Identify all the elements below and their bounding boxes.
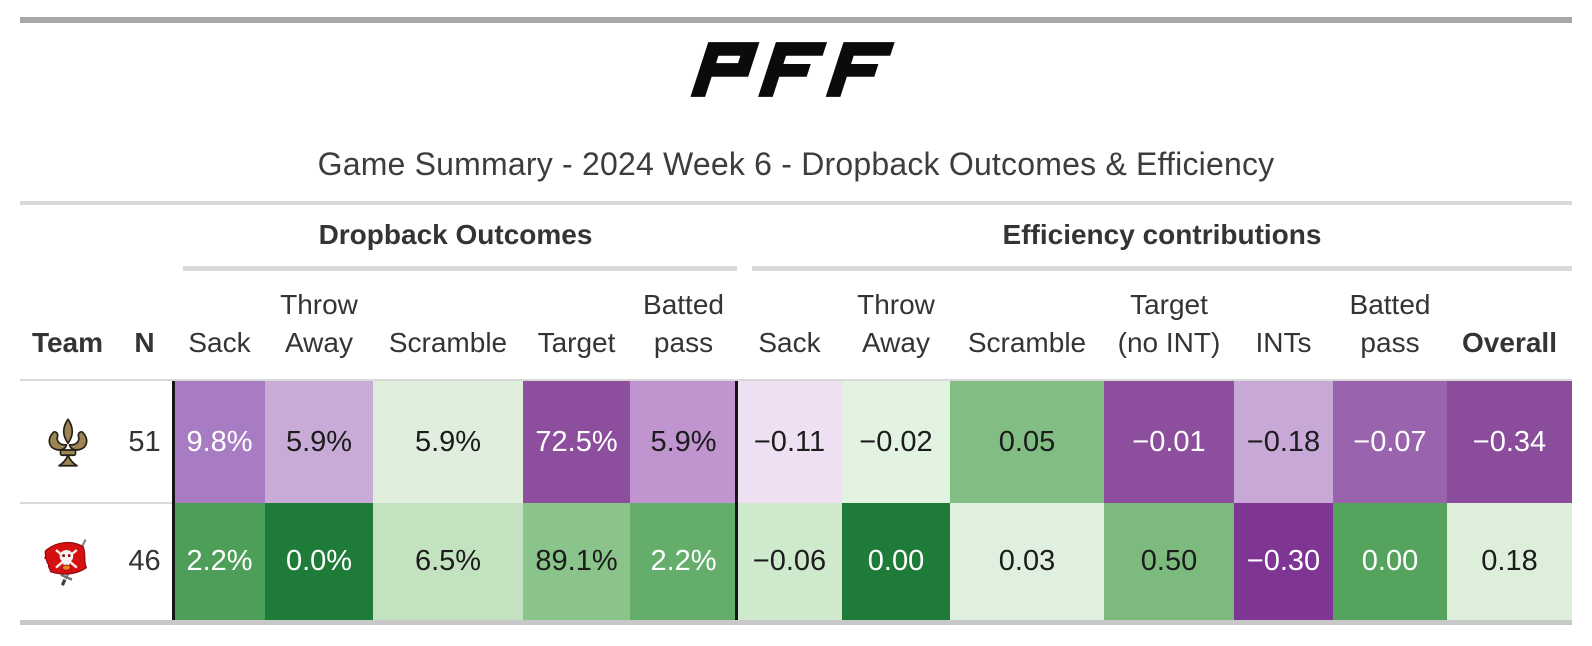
table-cell: −0.02	[842, 381, 950, 503]
efficiency-group-underline	[752, 266, 1572, 271]
header-divider	[20, 201, 1572, 205]
column-header-throw-away-outcome: Throw Away	[280, 288, 358, 359]
column-header-overall: Overall	[1462, 327, 1557, 359]
table-cell: −0.07	[1333, 381, 1447, 503]
column-header-row: Team N Sack Throw Away Scramble Target B…	[20, 280, 1572, 379]
pff-logo-icon	[690, 42, 895, 97]
table-cell: 0.18	[1447, 503, 1572, 620]
column-header-batted-pass-efficiency: Batted pass	[1349, 288, 1431, 359]
top-divider	[20, 17, 1572, 23]
column-header-target-outcome: Target	[537, 327, 616, 359]
table-cell: 0.00	[842, 503, 950, 620]
table-cell: 89.1%	[523, 503, 630, 620]
table-cell: 5.9%	[265, 381, 373, 503]
table-cell: 0.05	[950, 381, 1104, 503]
column-header-ints: INTs	[1255, 327, 1312, 359]
table-cell: 2.2%	[630, 503, 737, 620]
table-cell: −0.06	[737, 503, 842, 620]
table-top-border	[20, 379, 1572, 381]
dropback-count: 46	[115, 503, 174, 620]
column-header-target-no-int-efficiency: Target (no INT)	[1117, 288, 1221, 359]
bottom-divider	[20, 620, 1572, 625]
table-row-buccaneers: 46 2.2% 0.0% 6.5% 89.1% 2.2% −0.06 0.00 …	[20, 503, 1572, 620]
column-header-n: N	[134, 327, 155, 359]
table-cell: 72.5%	[523, 381, 630, 503]
buccaneers-logo	[43, 538, 87, 586]
table-cell: −0.01	[1104, 381, 1234, 503]
team-cell	[20, 381, 115, 503]
table-vertical-divider-left	[172, 381, 175, 620]
dropback-group-underline	[183, 266, 737, 271]
table-cell: 6.5%	[373, 503, 523, 620]
table-cell: −0.30	[1234, 503, 1333, 620]
page-title: Game Summary - 2024 Week 6 - Dropback Ou…	[317, 146, 1275, 182]
table-cell: 0.50	[1104, 503, 1234, 620]
column-header-team: Team	[31, 327, 104, 359]
saints-logo	[48, 417, 87, 467]
table-cell: −0.11	[737, 381, 842, 503]
group-header-dropback-outcomes: Dropback Outcomes	[318, 219, 593, 250]
dropback-count: 51	[115, 381, 174, 503]
table-row-saints: 51 9.8% 5.9% 5.9% 72.5% 5.9% −0.11 −0.02…	[20, 381, 1572, 503]
table-cell: 2.2%	[174, 503, 265, 620]
table-cell: −0.34	[1447, 381, 1572, 503]
table-body: 51 9.8% 5.9% 5.9% 72.5% 5.9% −0.11 −0.02…	[20, 381, 1572, 620]
table-cell: 9.8%	[174, 381, 265, 503]
table-cell: 0.0%	[265, 503, 373, 620]
column-header-batted-pass-outcome: Batted pass	[643, 288, 724, 359]
pff-logo	[0, 42, 1592, 97]
team-row-separator	[20, 502, 172, 504]
column-header-scramble-efficiency: Scramble	[967, 327, 1087, 359]
table-cell: 0.03	[950, 503, 1104, 620]
table-cell: 5.9%	[373, 381, 523, 503]
column-header-sack-outcome: Sack	[188, 327, 251, 359]
column-header-sack-efficiency: Sack	[758, 327, 821, 359]
table-cell: −0.18	[1234, 381, 1333, 503]
table-cell: 0.00	[1333, 503, 1447, 620]
table-vertical-divider-middle	[735, 381, 738, 620]
group-header-efficiency-contributions: Efficiency contributions	[1002, 219, 1322, 250]
table-cell: 5.9%	[630, 381, 737, 503]
column-header-scramble-outcome: Scramble	[388, 327, 508, 359]
team-cell	[20, 503, 115, 620]
column-header-throw-away-efficiency: Throw Away	[857, 288, 935, 359]
